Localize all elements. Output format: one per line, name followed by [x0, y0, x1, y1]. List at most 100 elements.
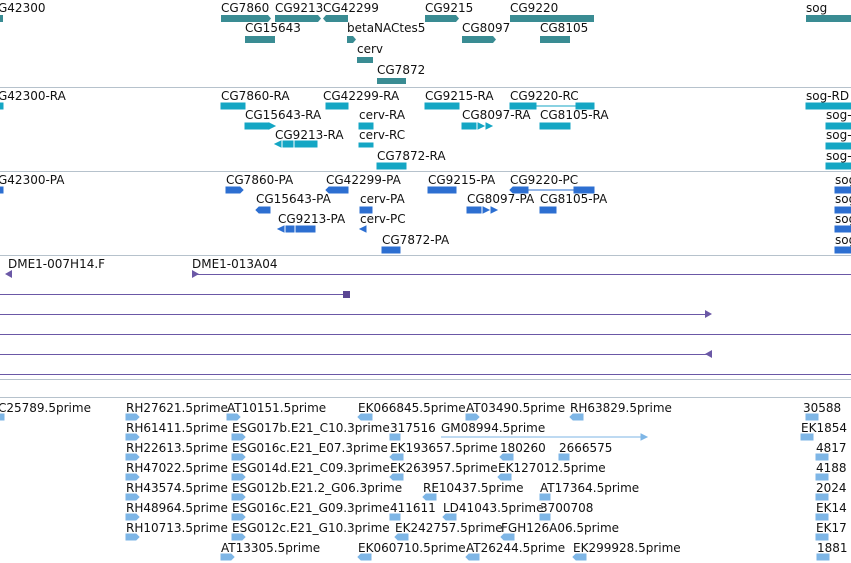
- feature-label[interactable]: CG7860-PA: [226, 173, 294, 187]
- feature-label[interactable]: CG9213: [275, 1, 324, 15]
- feature-label[interactable]: CG9220-RC: [510, 89, 579, 103]
- feature-label[interactable]: AT03490.5prime: [466, 401, 566, 415]
- feature-label[interactable]: G42300-PA: [0, 173, 65, 187]
- feature-label[interactable]: 30588: [803, 401, 842, 415]
- feature-label[interactable]: cerv-PC: [360, 212, 406, 226]
- feature-label[interactable]: sog: [835, 173, 851, 187]
- transcript-glyphs[interactable]: [0, 88, 851, 171]
- feature-label[interactable]: cerv: [357, 42, 384, 56]
- feature-label[interactable]: AT26244.5prime: [466, 541, 566, 555]
- feature-label[interactable]: CG7872: [377, 63, 426, 77]
- feature-label[interactable]: DME1-007H14.F: [8, 257, 106, 271]
- feature-label[interactable]: 2024: [816, 481, 847, 495]
- feature-label[interactable]: 2666575: [559, 441, 613, 455]
- feature-label[interactable]: CG15643-PA: [256, 192, 331, 206]
- feature-label[interactable]: EK14: [816, 501, 847, 515]
- feature-label[interactable]: CG8097: [462, 21, 511, 35]
- feature-label[interactable]: 411611: [390, 501, 436, 515]
- feature-label[interactable]: EK242757.5prime: [395, 521, 503, 535]
- feature-label[interactable]: cerv-PA: [360, 192, 405, 206]
- feature-label[interactable]: CG9220: [510, 1, 559, 15]
- feature-label[interactable]: CG9213-PA: [278, 212, 346, 226]
- feature-label[interactable]: sog: [835, 233, 851, 247]
- feature-label[interactable]: 317516: [390, 421, 436, 435]
- feature-label[interactable]: EK1854: [801, 421, 847, 435]
- feature-label[interactable]: sog-: [826, 108, 851, 122]
- feature-label[interactable]: ESG012b.E21.2_G06.3prime: [232, 481, 403, 495]
- feature-label[interactable]: CG9220-PC: [510, 173, 579, 187]
- feature-label[interactable]: EK17: [816, 521, 847, 535]
- feature-label[interactable]: RH22613.5prime: [126, 441, 228, 455]
- feature-label[interactable]: CG9215-PA: [428, 173, 496, 187]
- est-glyphs[interactable]: [0, 398, 851, 563]
- feature-label[interactable]: CG8097-RA: [462, 108, 531, 122]
- feature-label[interactable]: RH63829.5prime: [570, 401, 672, 415]
- feature-label[interactable]: RE10437.5prime: [423, 481, 524, 495]
- feature-label[interactable]: sog: [835, 192, 851, 206]
- clone-glyph[interactable]: [0, 314, 708, 315]
- feature-label[interactable]: CG7872-RA: [377, 149, 446, 163]
- feature-label[interactable]: AT13305.5prime: [221, 541, 321, 555]
- feature-label[interactable]: EK263957.5prime: [390, 461, 498, 475]
- feature-label[interactable]: CG7860-RA: [221, 89, 290, 103]
- feature-label[interactable]: sog-: [826, 128, 851, 142]
- feature-label[interactable]: sog-: [826, 149, 851, 163]
- feature-label[interactable]: sog-RD: [806, 89, 850, 103]
- feature-label[interactable]: DME1-013A04: [192, 257, 278, 271]
- polypeptide-glyphs[interactable]: [0, 172, 851, 255]
- clone-glyph[interactable]: [0, 374, 851, 375]
- feature-label[interactable]: CG9215-RA: [425, 89, 494, 103]
- feature-label[interactable]: ESG016c.E21_G09.3prime: [232, 501, 390, 515]
- feature-label[interactable]: ESG016c.E21_E07.3prime: [232, 441, 388, 455]
- feature-label[interactable]: RH48964.5prime: [126, 501, 228, 515]
- feature-label[interactable]: cerv-RA: [359, 108, 406, 122]
- feature-label[interactable]: EK193657.5prime: [390, 441, 498, 455]
- feature-label[interactable]: CG9213-RA: [275, 128, 344, 142]
- feature-label[interactable]: G42300-RA: [0, 89, 66, 103]
- feature-label[interactable]: FGH126A06.5prime: [501, 521, 620, 535]
- feature-label[interactable]: CG42299: [323, 1, 379, 15]
- feature-label[interactable]: cerv-RC: [359, 128, 406, 142]
- clone-glyph[interactable]: [0, 354, 710, 355]
- feature-label[interactable]: GM08994.5prime: [441, 421, 546, 435]
- feature-label[interactable]: LD41043.5prime: [443, 501, 544, 515]
- feature-label[interactable]: RH43574.5prime: [126, 481, 228, 495]
- feature-label[interactable]: ESG017b.E21_C10.3prime: [232, 421, 390, 435]
- feature-label[interactable]: CG9215: [425, 1, 474, 15]
- feature-label[interactable]: 3700708: [540, 501, 594, 515]
- feature-label[interactable]: CG7860: [221, 1, 270, 15]
- feature-label[interactable]: CG8097-PA: [467, 192, 535, 206]
- feature-label[interactable]: AT17364.5prime: [540, 481, 640, 495]
- feature-label[interactable]: EK066845.5prime: [358, 401, 466, 415]
- feature-label[interactable]: 180260: [500, 441, 546, 455]
- feature-label[interactable]: sog: [806, 1, 828, 15]
- clone-glyph[interactable]: [192, 274, 851, 275]
- feature-label[interactable]: CG7872-PA: [382, 233, 450, 247]
- feature-label[interactable]: RH47022.5prime: [126, 461, 228, 475]
- feature-label[interactable]: C25789.5prime: [0, 401, 91, 415]
- feature-label[interactable]: 4188: [816, 461, 847, 475]
- feature-label[interactable]: RH61411.5prime: [126, 421, 228, 435]
- clone-glyph[interactable]: [0, 294, 345, 295]
- clone-glyph[interactable]: [0, 334, 851, 335]
- feature-label[interactable]: ESG014d.E21_C09.3prime: [232, 461, 390, 475]
- feature-label[interactable]: RH27621.5prime: [126, 401, 228, 415]
- feature-label[interactable]: sog: [835, 212, 851, 226]
- feature-label[interactable]: CG15643-RA: [245, 108, 322, 122]
- feature-label[interactable]: CG8105: [540, 21, 589, 35]
- gene-glyphs[interactable]: [0, 0, 851, 87]
- feature-label[interactable]: AT10151.5prime: [227, 401, 327, 415]
- feature-label[interactable]: EK299928.5prime: [573, 541, 681, 555]
- feature-label[interactable]: RH10713.5prime: [126, 521, 228, 535]
- feature-label[interactable]: CG8105-PA: [540, 192, 608, 206]
- feature-label[interactable]: 1881: [817, 541, 848, 555]
- feature-label[interactable]: CG8105-RA: [540, 108, 609, 122]
- feature-label[interactable]: ESG012c.E21_G10.3prime: [232, 521, 390, 535]
- feature-label[interactable]: EK127012.5prime: [498, 461, 606, 475]
- feature-label[interactable]: 4817: [816, 441, 847, 455]
- feature-label[interactable]: CG42299-RA: [323, 89, 400, 103]
- feature-label[interactable]: EK060710.5prime: [358, 541, 466, 555]
- feature-label[interactable]: betaNACtes5: [347, 21, 426, 35]
- feature-label[interactable]: CG15643: [245, 21, 301, 35]
- feature-label[interactable]: CG42299-PA: [326, 173, 401, 187]
